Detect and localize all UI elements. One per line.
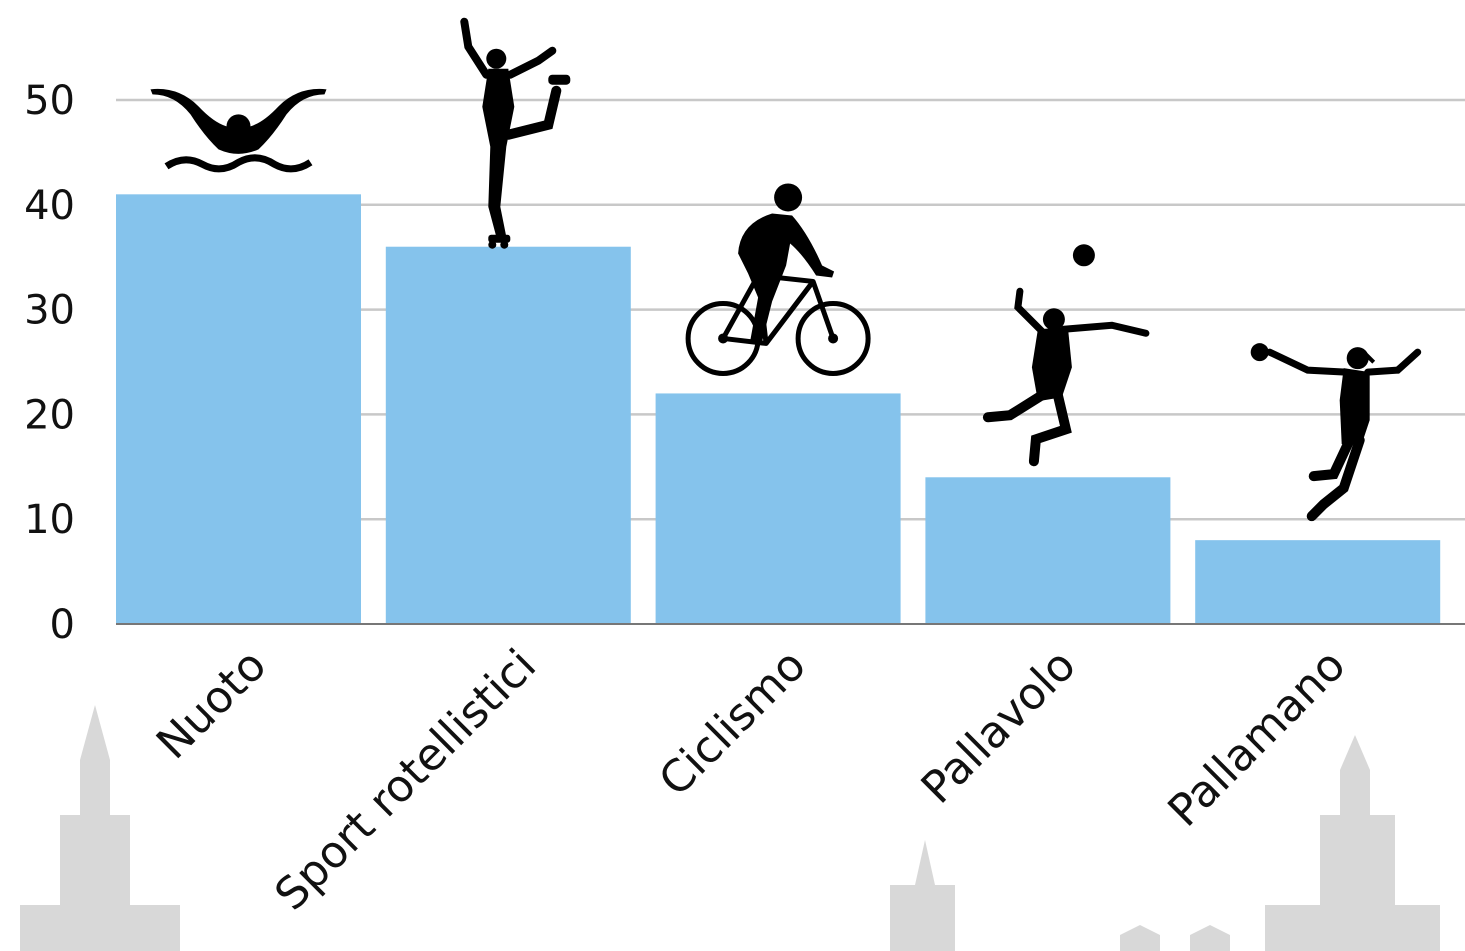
bar-pallamano <box>1195 540 1441 624</box>
y-tick-label: 50 <box>24 78 75 124</box>
sport-icons <box>150 17 1422 522</box>
y-tick-label: 0 <box>50 602 75 648</box>
bar-pallavolo <box>925 477 1171 624</box>
x-tick-label: Sport rotellistici <box>265 640 546 921</box>
handball-player-icon <box>1250 343 1422 522</box>
y-tick-label: 10 <box>24 497 75 543</box>
bars <box>116 194 1441 624</box>
y-axis-ticks: 0 10 20 30 40 50 <box>24 78 75 648</box>
x-tick-label: Nuoto <box>147 640 276 769</box>
y-tick-label: 20 <box>24 392 75 438</box>
x-tick-label: Pallamano <box>1159 640 1356 837</box>
bar-nuoto <box>116 194 361 624</box>
x-tick-label: Ciclismo <box>649 640 815 806</box>
bar-sport-rotellistici <box>385 246 631 624</box>
volleyball-player-icon <box>982 244 1150 467</box>
swimmer-icon <box>150 88 327 173</box>
y-tick-label: 40 <box>24 183 75 229</box>
cyclist-icon <box>685 183 871 376</box>
x-tick-label: Pallavolo <box>912 640 1086 814</box>
y-tick-label: 30 <box>24 288 75 334</box>
background-watermark <box>20 705 1440 951</box>
roller-skater-icon <box>460 17 571 249</box>
bar-ciclismo <box>655 393 901 624</box>
